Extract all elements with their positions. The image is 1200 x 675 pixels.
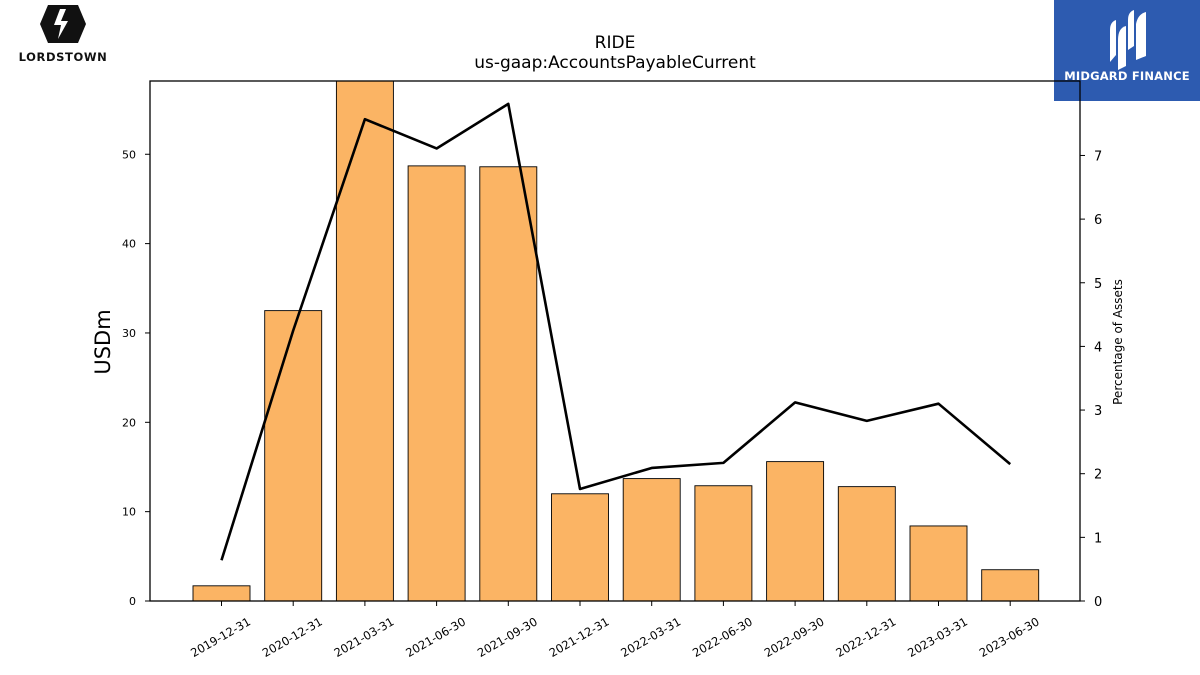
- x-tick-label: 2023-03-31: [905, 614, 970, 660]
- percentage-line: [220, 102, 1012, 561]
- y-tick-label: 30: [122, 327, 136, 340]
- x-tick-label: 2023-06-30: [977, 614, 1042, 660]
- y2-tick-label: 5: [1094, 277, 1102, 292]
- y-tick-label: 0: [129, 595, 136, 608]
- bar-2019-12-31: [192, 585, 251, 602]
- y-tick-label: 10: [122, 506, 136, 519]
- bar-2021-12-31: [551, 493, 609, 602]
- lordstown-logo-text: LORDSTOWN: [18, 50, 108, 64]
- x-tick-label: 2019-12-31: [188, 614, 253, 660]
- y2-tick-label: 7: [1094, 149, 1102, 164]
- bar-series: [192, 80, 1040, 602]
- y2-tick-label: 6: [1094, 213, 1102, 228]
- bar-2022-06-30: [694, 485, 753, 602]
- y2-tick-label: 4: [1094, 340, 1102, 355]
- midgard-finance-logo: MIDGARD FINANCE: [1054, 0, 1200, 101]
- x-tick-label: 2021-03-31: [332, 614, 397, 660]
- y2-tick-label: 2: [1094, 468, 1102, 483]
- x-tick-label: 2021-12-31: [547, 614, 612, 660]
- y-tick-label: 40: [122, 238, 136, 251]
- x-tick-label: 2022-09-30: [762, 614, 827, 660]
- y2-tick-label: 3: [1094, 404, 1102, 419]
- x-tick-label: 2021-09-30: [475, 614, 540, 660]
- chart-subtitle: us-gaap:AccountsPayableCurrent: [474, 53, 756, 73]
- plot-frame: [149, 80, 1081, 602]
- line-series: [220, 102, 1012, 561]
- x-tick-label: 2022-03-31: [618, 614, 683, 660]
- y2-tick-label: 0: [1094, 595, 1102, 610]
- y2-axis-ticks: 0 1 2 3 4 5 6 7: [1080, 149, 1102, 610]
- y-axis-label: USDm: [91, 309, 115, 374]
- y-tick-label: 50: [122, 148, 136, 161]
- bar-2023-03-31: [909, 525, 968, 602]
- chart-title: RIDE: [595, 33, 636, 53]
- bar-2022-12-31: [837, 486, 896, 602]
- x-tick-label: 2022-06-30: [690, 614, 755, 660]
- y2-tick-label: 1: [1094, 531, 1102, 546]
- midgard-finance-text: MIDGARD FINANCE: [1064, 69, 1190, 83]
- y-axis-ticks: 0 10 20 30 40 50: [122, 148, 150, 608]
- bar-2020-12-31: [264, 310, 323, 602]
- bar-2021-03-31: [335, 80, 394, 602]
- bar-2023-06-30: [981, 569, 1040, 602]
- midgard-m-icon: [1110, 10, 1146, 70]
- y2-axis-label: Percentage of Assets: [1111, 279, 1125, 405]
- y-tick-label: 20: [122, 416, 136, 429]
- bar-2021-06-30: [407, 165, 466, 602]
- bar-2021-09-30: [479, 166, 538, 602]
- x-tick-label: 2021-06-30: [403, 614, 468, 660]
- x-axis-ticks: 2019-12-31 2020-12-31 2021-03-31 2021-06-30…: [188, 601, 1042, 660]
- x-tick-label: 2020-12-31: [260, 614, 325, 660]
- bar-2022-09-30: [766, 461, 825, 602]
- x-tick-label: 2022-12-31: [833, 614, 898, 660]
- lordstown-logo: [40, 5, 86, 43]
- bar-2022-03-31: [622, 478, 681, 602]
